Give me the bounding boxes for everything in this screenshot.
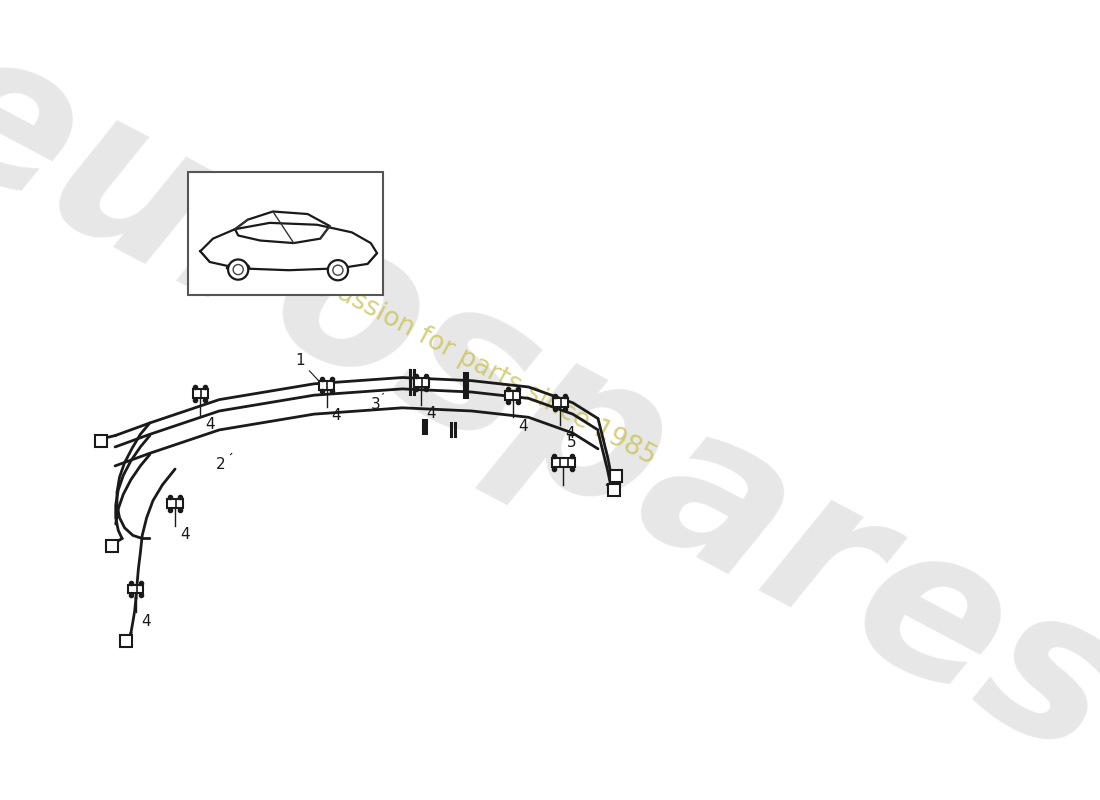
Text: 4: 4 [180, 527, 189, 542]
Text: 5: 5 [566, 435, 576, 450]
Bar [129, 585, 143, 594]
Text: eurospares: eurospares [0, 4, 1100, 800]
Text: 1: 1 [295, 353, 318, 381]
Circle shape [328, 260, 348, 280]
Bar [319, 381, 334, 390]
Text: 4: 4 [206, 417, 214, 432]
Circle shape [233, 265, 243, 274]
Bar [167, 499, 183, 508]
Bar [552, 398, 568, 407]
Bar [551, 458, 575, 467]
Text: a passion for parts since 1985: a passion for parts since 1985 [296, 260, 660, 470]
Circle shape [228, 259, 249, 280]
Bar [188, 172, 384, 295]
Text: 3: 3 [371, 394, 384, 412]
Bar [192, 389, 208, 398]
Text: 4: 4 [427, 406, 436, 421]
Text: 4: 4 [518, 418, 528, 434]
Circle shape [333, 265, 343, 275]
Text: 4: 4 [565, 426, 575, 441]
Polygon shape [200, 223, 377, 270]
Bar [505, 390, 520, 400]
Text: 4: 4 [331, 409, 341, 423]
Bar [414, 378, 429, 387]
Text: 2: 2 [216, 454, 232, 472]
Text: 4: 4 [141, 614, 151, 629]
